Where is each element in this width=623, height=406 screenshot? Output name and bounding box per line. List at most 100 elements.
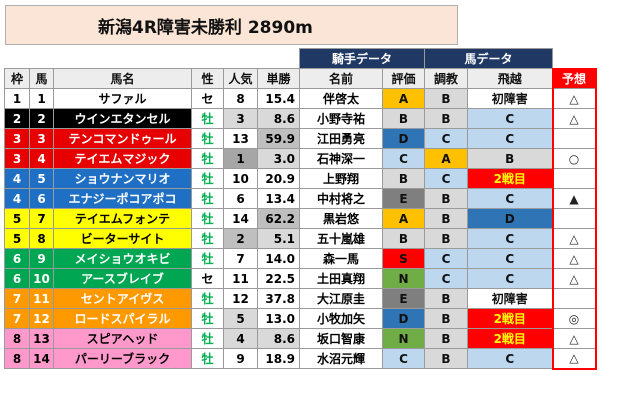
table-row: 5 7 テイエムフォンテ牡 14 62.2 黒岩悠 A B D xyxy=(4,208,597,229)
waku-cell: 8 xyxy=(4,348,30,369)
yoso-cell xyxy=(551,208,597,229)
chokyo-cell: C xyxy=(424,168,468,189)
column-header-row: 枠 馬 馬名 性 人気 単勝 名前 評価 調教 飛越 予想 xyxy=(4,67,597,89)
tansho-cell: 14.0 xyxy=(257,248,300,269)
horse-name-cell: テイエムフォンテ xyxy=(53,208,192,229)
jump-cell: 2戦目 xyxy=(467,308,553,329)
waku-cell: 1 xyxy=(4,88,30,109)
chokyo-cell: C xyxy=(424,248,468,269)
sex-cell: 牡 xyxy=(191,208,224,229)
jockey-cell: 中村将之 xyxy=(299,188,383,209)
header-yoso: 予想 xyxy=(551,67,597,89)
chokyo-cell: A xyxy=(424,148,468,169)
table-row: 5 8 ビーターサイト牡 2 5.1 五十嵐雄 B B C △ xyxy=(4,228,597,249)
rating-cell: S xyxy=(382,248,425,269)
jump-cell: D xyxy=(467,208,553,229)
jump-cell: C xyxy=(467,248,553,269)
header-sex: 性 xyxy=(191,68,224,89)
jump-cell: B xyxy=(467,148,553,169)
rating-cell: N xyxy=(382,268,425,289)
header-waku: 枠 xyxy=(4,68,30,89)
uma-cell: 11 xyxy=(29,288,54,309)
ninki-cell: 7 xyxy=(223,248,258,269)
table-row: 3 3 テンコマンドゥール牡 13 59.9 江田勇亮 D C C xyxy=(4,128,597,149)
yoso-cell: △ xyxy=(551,328,597,349)
jump-cell: 初障害 xyxy=(467,88,553,109)
ninki-cell: 3 xyxy=(223,108,258,129)
table-row: 7 12 ロードスパイラル牡 5 13.0 小牧加矢 D B 2戦目 ◎ xyxy=(4,308,597,329)
uma-cell: 12 xyxy=(29,308,54,329)
yoso-cell: △ xyxy=(551,88,597,109)
jockey-cell: 土田真翔 xyxy=(299,268,383,289)
rating-cell: D xyxy=(382,308,425,329)
chokyo-cell: B xyxy=(424,188,468,209)
chokyo-cell: B xyxy=(424,108,468,129)
jump-cell: C xyxy=(467,268,553,289)
sex-cell: セ xyxy=(191,268,224,289)
ninki-cell: 10 xyxy=(223,168,258,189)
tansho-cell: 15.4 xyxy=(257,88,300,109)
tansho-cell: 3.0 xyxy=(257,148,300,169)
yoso-cell xyxy=(551,288,597,309)
header-ninki: 人気 xyxy=(223,68,258,89)
uma-cell: 13 xyxy=(29,328,54,349)
yoso-cell xyxy=(551,168,597,189)
jump-cell: 初障害 xyxy=(467,288,553,309)
header-rating: 評価 xyxy=(382,68,425,89)
rating-cell: B xyxy=(382,168,425,189)
table-row: 8 13 スピアヘッド牡 4 8.6 坂口智康 N B 2戦目 △ xyxy=(4,328,597,349)
header-jump: 飛越 xyxy=(467,68,553,89)
chokyo-cell: B xyxy=(424,88,468,109)
waku-cell: 6 xyxy=(4,248,30,269)
sex-cell: 牡 xyxy=(191,348,224,369)
yoso-cell xyxy=(551,128,597,149)
horse-name-cell: セントアイヴス xyxy=(53,288,192,309)
jockey-cell: 小牧加矢 xyxy=(299,308,383,329)
ninki-cell: 2 xyxy=(223,228,258,249)
ninki-cell: 12 xyxy=(223,288,258,309)
uma-cell: 5 xyxy=(29,168,54,189)
group-header-row: 騎手データ 馬データ xyxy=(5,48,596,69)
rating-cell: N xyxy=(382,328,425,349)
chokyo-cell: B xyxy=(424,208,468,229)
ninki-cell: 4 xyxy=(223,328,258,349)
uma-cell: 6 xyxy=(29,188,54,209)
table-row: 3 4 テイエムマジック牡 1 3.0 石神深一 C A B ○ xyxy=(4,148,597,169)
sex-cell: 牡 xyxy=(191,168,224,189)
table-row: 4 5 ショウナンマリオ牡 10 20.9 上野翔 B C 2戦目 xyxy=(4,168,597,189)
table-row: 4 6 エナジーポコアポコ牡 6 13.4 中村将之 E B C ▲ xyxy=(4,188,597,209)
table-row: 2 2 ウインエタンセル牡 3 8.6 小野寺祐 B B C △ xyxy=(4,108,597,129)
tansho-cell: 37.8 xyxy=(257,288,300,309)
group-horse: 馬データ xyxy=(424,48,553,69)
horse-name-cell: ショウナンマリオ xyxy=(53,168,192,189)
waku-cell: 7 xyxy=(4,308,30,329)
waku-cell: 7 xyxy=(4,288,30,309)
table-row: 8 14 パーリーブラック牡 9 18.9 水沼元輝 C B C △ xyxy=(4,348,597,370)
rating-cell: A xyxy=(382,88,425,109)
horse-name-cell: テンコマンドゥール xyxy=(53,128,192,149)
yoso-cell: ○ xyxy=(551,148,597,169)
sex-cell: 牡 xyxy=(191,328,224,349)
uma-cell: 1 xyxy=(29,88,54,109)
waku-cell: 6 xyxy=(4,268,30,289)
tansho-cell: 18.9 xyxy=(257,348,300,369)
race-title: 新潟4R障害未勝利 2890m xyxy=(5,5,458,45)
sex-cell: 牡 xyxy=(191,288,224,309)
waku-cell: 4 xyxy=(4,188,30,209)
ninki-cell: 1 xyxy=(223,148,258,169)
jockey-cell: 水沼元輝 xyxy=(299,348,383,369)
uma-cell: 3 xyxy=(29,128,54,149)
yoso-cell: △ xyxy=(551,348,597,370)
jump-cell: 2戦目 xyxy=(467,168,553,189)
horse-name-cell: ロードスパイラル xyxy=(53,308,192,329)
waku-cell: 3 xyxy=(4,128,30,149)
sex-cell: 牡 xyxy=(191,108,224,129)
sex-cell: 牡 xyxy=(191,188,224,209)
ninki-cell: 9 xyxy=(223,348,258,369)
header-tansho: 単勝 xyxy=(257,68,300,89)
sex-cell: 牡 xyxy=(191,308,224,329)
header-uma: 馬 xyxy=(29,68,54,89)
chokyo-cell: B xyxy=(424,228,468,249)
chokyo-cell: C xyxy=(424,268,468,289)
tansho-cell: 59.9 xyxy=(257,128,300,149)
